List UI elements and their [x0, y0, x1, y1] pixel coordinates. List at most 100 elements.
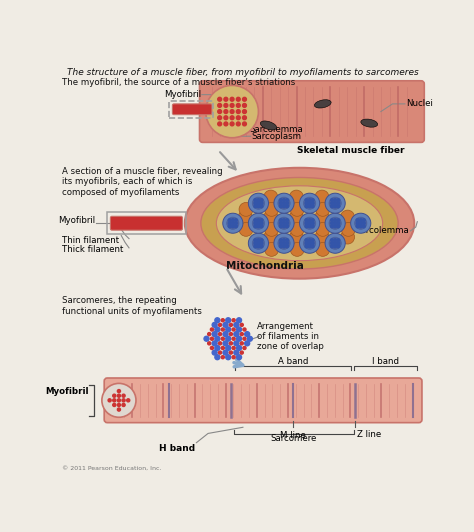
Text: Myofibril: Myofibril	[45, 387, 89, 396]
Circle shape	[240, 351, 243, 354]
Circle shape	[228, 225, 231, 228]
Circle shape	[311, 199, 314, 202]
Circle shape	[232, 337, 235, 340]
Circle shape	[311, 205, 314, 207]
Circle shape	[243, 328, 246, 331]
Circle shape	[215, 327, 220, 332]
Circle shape	[308, 222, 311, 225]
Circle shape	[243, 346, 246, 350]
Circle shape	[337, 222, 340, 225]
Circle shape	[283, 225, 285, 228]
Circle shape	[280, 222, 283, 225]
Ellipse shape	[185, 168, 414, 279]
Circle shape	[243, 97, 246, 101]
Text: Sarcomeres, the repeating
functional units of myofilaments: Sarcomeres, the repeating functional uni…	[62, 296, 201, 316]
Circle shape	[280, 202, 283, 205]
Circle shape	[219, 323, 222, 327]
Circle shape	[331, 242, 333, 245]
Circle shape	[257, 225, 260, 228]
Circle shape	[305, 239, 308, 242]
Circle shape	[311, 242, 314, 245]
Circle shape	[260, 222, 263, 225]
Text: Nuclei: Nuclei	[406, 99, 433, 109]
Text: Sarcoplasm: Sarcoplasm	[251, 132, 301, 141]
Circle shape	[280, 239, 283, 242]
Circle shape	[237, 104, 240, 107]
Circle shape	[102, 384, 136, 417]
Circle shape	[308, 245, 311, 248]
Circle shape	[232, 346, 235, 350]
Circle shape	[311, 245, 314, 248]
Circle shape	[337, 199, 340, 202]
Circle shape	[254, 205, 257, 207]
Circle shape	[215, 318, 220, 323]
Circle shape	[278, 217, 290, 229]
Circle shape	[210, 346, 213, 350]
Circle shape	[325, 233, 345, 253]
Circle shape	[226, 355, 231, 360]
Circle shape	[118, 394, 120, 397]
Circle shape	[283, 219, 285, 221]
Circle shape	[355, 217, 367, 229]
Circle shape	[300, 213, 319, 233]
Circle shape	[305, 242, 308, 245]
Text: Sarcomere: Sarcomere	[271, 434, 317, 443]
Circle shape	[223, 322, 228, 327]
Circle shape	[243, 337, 246, 340]
Circle shape	[260, 205, 263, 207]
Circle shape	[254, 202, 257, 205]
Circle shape	[290, 230, 303, 244]
Circle shape	[252, 197, 264, 210]
Circle shape	[315, 210, 329, 224]
Circle shape	[286, 239, 289, 242]
Circle shape	[316, 243, 330, 256]
Circle shape	[248, 213, 268, 233]
Circle shape	[283, 222, 285, 225]
Circle shape	[331, 219, 333, 221]
Circle shape	[286, 199, 289, 202]
Circle shape	[308, 205, 311, 207]
Circle shape	[337, 239, 340, 242]
Circle shape	[260, 245, 263, 248]
Circle shape	[224, 110, 228, 113]
Circle shape	[337, 219, 340, 221]
Circle shape	[283, 199, 285, 202]
Circle shape	[232, 319, 235, 322]
Circle shape	[221, 346, 224, 350]
Circle shape	[235, 219, 237, 221]
Circle shape	[254, 219, 257, 221]
Circle shape	[224, 97, 228, 101]
Circle shape	[224, 104, 228, 107]
Circle shape	[337, 245, 340, 248]
Text: Arrangement
of filaments in
zone of overlap: Arrangement of filaments in zone of over…	[257, 321, 324, 351]
Circle shape	[229, 342, 232, 345]
Circle shape	[248, 193, 268, 213]
Circle shape	[240, 342, 243, 345]
Circle shape	[226, 336, 231, 341]
Circle shape	[260, 219, 263, 221]
Circle shape	[231, 225, 234, 228]
Circle shape	[237, 318, 242, 323]
Circle shape	[215, 355, 220, 360]
Circle shape	[226, 327, 231, 332]
Circle shape	[230, 104, 234, 107]
Circle shape	[316, 203, 330, 217]
Circle shape	[257, 239, 260, 242]
Circle shape	[232, 356, 235, 359]
Text: A band: A band	[278, 356, 309, 365]
Circle shape	[331, 202, 333, 205]
Circle shape	[308, 219, 311, 221]
Text: H band: H band	[159, 444, 195, 453]
Circle shape	[290, 210, 303, 224]
Circle shape	[257, 202, 260, 205]
Text: The structure of a muscle fiber, from myofibril to myofilaments to sarcomeres: The structure of a muscle fiber, from my…	[67, 68, 419, 77]
Circle shape	[305, 219, 308, 221]
Circle shape	[254, 225, 257, 228]
Circle shape	[286, 245, 289, 248]
Circle shape	[247, 336, 252, 341]
Circle shape	[280, 205, 283, 207]
Text: © 2011 Pearson Education, Inc.: © 2011 Pearson Education, Inc.	[63, 466, 162, 471]
Circle shape	[254, 242, 257, 245]
Text: Thick filament: Thick filament	[62, 245, 123, 254]
Circle shape	[286, 202, 289, 205]
